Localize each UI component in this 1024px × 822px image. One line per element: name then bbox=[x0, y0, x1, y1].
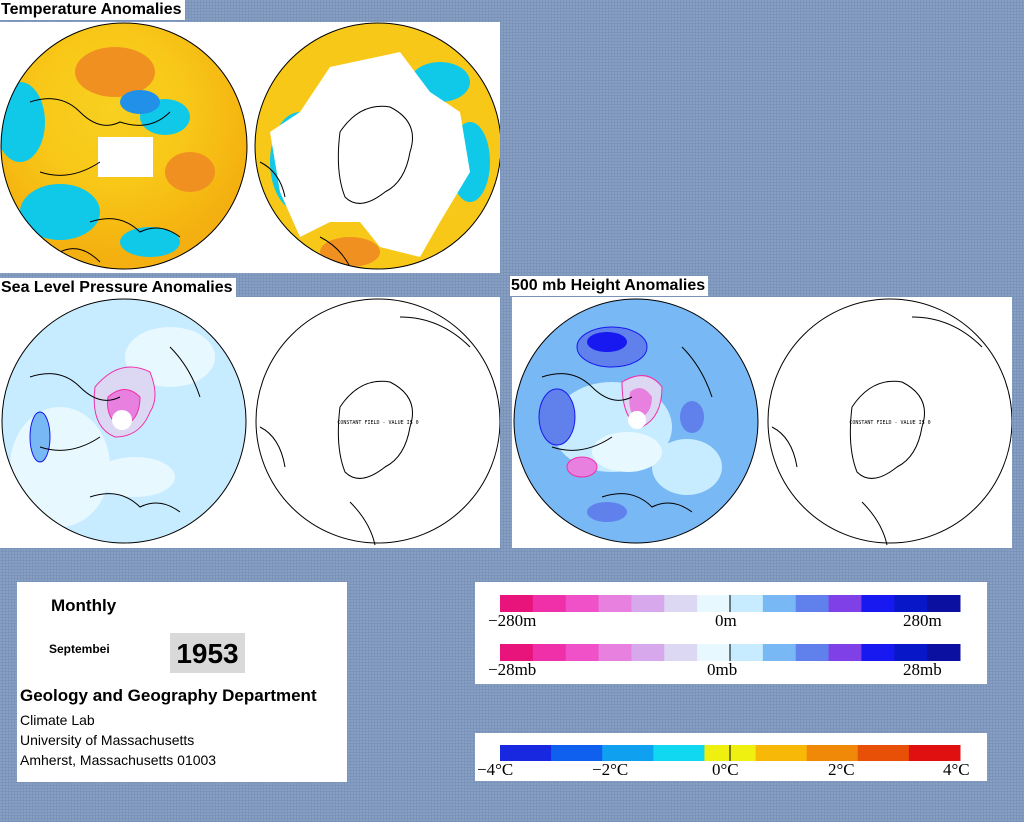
temperature-panel bbox=[0, 22, 502, 273]
height-colorbar-swatch bbox=[828, 595, 862, 612]
height-colorbar-swatch bbox=[697, 595, 731, 612]
pressure-colorbar-swatch bbox=[927, 644, 961, 661]
temperature-sh-globe bbox=[255, 23, 501, 269]
height-pressure-colorbars bbox=[500, 595, 961, 661]
temp-colorbar-swatch bbox=[653, 745, 705, 761]
pressure-colorbar-swatch bbox=[500, 644, 534, 661]
temperature-legend: −4°C −2°C 0°C 2°C 4°C bbox=[475, 733, 987, 781]
slp-panel: CONSTANT FIELD - VALUE IS 0 bbox=[0, 297, 501, 548]
year-label: 1953 bbox=[170, 633, 245, 673]
temp-m2-label: −2°C bbox=[592, 760, 629, 779]
height-colorbar-swatch bbox=[861, 595, 895, 612]
pressure-min-label: −28mb bbox=[488, 660, 537, 679]
height-colorbar-swatch bbox=[664, 595, 698, 612]
slp-nh-globe bbox=[2, 299, 246, 543]
temp-p2-label: 2°C bbox=[828, 760, 855, 779]
height500-constant-field-label: CONSTANT FIELD - VALUE IS 0 bbox=[849, 420, 930, 426]
pressure-colorbar-swatch bbox=[664, 644, 698, 661]
pressure-mid-label: 0mb bbox=[707, 660, 738, 679]
slp-maps: CONSTANT FIELD - VALUE IS 0 bbox=[1, 298, 501, 546]
pressure-colorbar-swatch bbox=[894, 644, 928, 661]
temp-min-label: −4°C bbox=[477, 760, 514, 779]
info-box: Monthly Septembei 1953 Geology and Geogr… bbox=[17, 582, 347, 782]
temp-colorbar-swatch bbox=[857, 745, 910, 761]
temp-colorbar-swatch bbox=[551, 745, 603, 761]
slp-title: Sea Level Pressure Anomalies bbox=[0, 278, 236, 298]
pressure-colorbar-swatch bbox=[598, 644, 632, 661]
temp-colorbar-swatch bbox=[908, 745, 961, 761]
pressure-colorbar-swatch bbox=[565, 644, 600, 661]
height500-title: 500 mb Height Anomalies bbox=[510, 276, 709, 296]
pressure-colorbar-swatch bbox=[730, 644, 764, 661]
height-max-label: 280m bbox=[903, 611, 942, 630]
height-colorbar-swatch bbox=[894, 595, 928, 612]
month-label: Septembei bbox=[49, 642, 110, 656]
pressure-colorbar-swatch bbox=[762, 644, 797, 661]
period-label: Monthly bbox=[51, 596, 117, 615]
address-label: Amherst, Massachusetts 01003 bbox=[20, 752, 217, 768]
temp-colorbar-swatch bbox=[602, 745, 654, 761]
height-colorbar-swatch bbox=[565, 595, 600, 612]
height500-panel: CONSTANT FIELD - VALUE IS 0 bbox=[512, 297, 1013, 548]
height-colorbar-swatch bbox=[795, 595, 830, 612]
temperature-maps bbox=[0, 22, 502, 270]
pressure-max-label: 28mb bbox=[903, 660, 942, 679]
temp-zero-label: 0°C bbox=[712, 760, 739, 779]
height-colorbar-swatch bbox=[762, 595, 797, 612]
slp-constant-field-label: CONSTANT FIELD - VALUE IS 0 bbox=[337, 420, 418, 426]
pressure-colorbar-swatch bbox=[861, 644, 895, 661]
height-pressure-legend: −280m 0m 280m −28mb 0mb 28mb bbox=[475, 582, 987, 684]
height-colorbar-swatch bbox=[927, 595, 961, 612]
height-mid-label: 0m bbox=[715, 611, 737, 630]
temp-colorbar-swatch bbox=[806, 745, 859, 761]
pressure-colorbar-swatch bbox=[697, 644, 731, 661]
temperature-title: Temperature Anomalies bbox=[0, 0, 185, 20]
university-label: University of Massachusetts bbox=[20, 732, 195, 748]
pressure-colorbar-swatch bbox=[795, 644, 830, 661]
height-colorbar-swatch bbox=[631, 595, 665, 612]
height-colorbar-swatch bbox=[598, 595, 632, 612]
temp-colorbar-swatch bbox=[500, 745, 552, 761]
height-colorbar-swatch bbox=[500, 595, 534, 612]
department-label: Geology and Geography Department bbox=[20, 686, 317, 705]
height-colorbar-swatch bbox=[730, 595, 764, 612]
height-colorbar-swatch bbox=[532, 595, 567, 612]
pressure-colorbar-swatch bbox=[828, 644, 862, 661]
climate-lab-label: Climate Lab bbox=[20, 712, 95, 728]
pressure-colorbar-swatch bbox=[532, 644, 567, 661]
temp-colorbar-swatch bbox=[755, 745, 808, 761]
temp-max-label: 4°C bbox=[943, 760, 970, 779]
height500-maps: CONSTANT FIELD - VALUE IS 0 bbox=[513, 298, 1013, 546]
height-min-label: −280m bbox=[488, 611, 537, 630]
height500-nh-globe bbox=[514, 299, 758, 543]
pressure-colorbar-swatch bbox=[631, 644, 665, 661]
temperature-nh-globe bbox=[1, 23, 247, 269]
temperature-colorbar bbox=[500, 745, 961, 761]
